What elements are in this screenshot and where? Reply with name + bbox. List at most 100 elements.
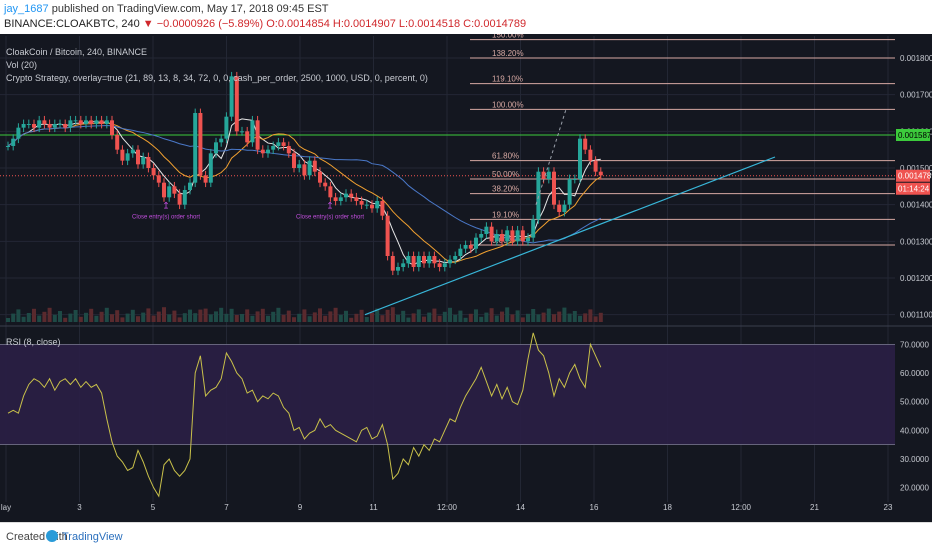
volume-bar xyxy=(99,311,104,322)
candle-body xyxy=(484,226,489,234)
candle-body xyxy=(37,120,42,128)
volume-bar xyxy=(42,311,47,322)
candle-body xyxy=(463,245,468,249)
candle-body xyxy=(281,142,286,146)
candle-body xyxy=(385,215,390,256)
volume-bar xyxy=(21,316,26,322)
candle-body xyxy=(468,245,473,249)
volume-bar xyxy=(266,315,270,322)
ohlc-values: O:0.0014854 H:0.0014907 L:0.0014518 C:0.… xyxy=(263,18,527,30)
close-marker-icon: ↥ xyxy=(162,200,170,210)
author-link[interactable]: jay_1687 xyxy=(4,3,49,15)
candle-body xyxy=(396,267,400,271)
candle-body xyxy=(338,197,343,201)
volume-bar xyxy=(489,308,494,322)
fib-level-label: 119.10% xyxy=(492,75,523,84)
price-tick-label: 0.0018000 xyxy=(900,54,932,63)
candle-body xyxy=(214,142,218,154)
volume-bar xyxy=(78,316,83,322)
volume-bar xyxy=(240,314,244,322)
candle-body xyxy=(198,113,203,176)
volume-bar xyxy=(401,310,406,322)
rsi-tick-label: 50.0000 xyxy=(900,398,929,407)
trend-line xyxy=(364,156,776,316)
volume-bar xyxy=(578,315,582,322)
volume-bar xyxy=(500,311,504,322)
volume-bar xyxy=(432,308,437,322)
time-tick-label: 12:00 xyxy=(437,503,458,512)
volume-bar xyxy=(437,315,442,322)
volume-bar xyxy=(84,312,88,322)
volume-bar xyxy=(286,310,291,322)
volume-bar xyxy=(338,314,343,322)
volume-bar xyxy=(115,310,120,322)
volume-bar xyxy=(484,312,489,322)
volume-bar xyxy=(26,313,31,322)
candle-body xyxy=(125,153,130,161)
candle-body xyxy=(416,256,421,267)
volume-bar xyxy=(406,317,411,322)
fib-level-label: 61.80% xyxy=(492,152,519,161)
candle-body xyxy=(292,153,296,168)
countdown-box xyxy=(896,182,930,195)
volume-bar xyxy=(411,313,416,322)
candle-body xyxy=(286,146,291,154)
candle-body xyxy=(302,164,307,176)
volume-bar xyxy=(110,314,114,322)
candle-body xyxy=(520,230,525,242)
candle-body xyxy=(182,190,187,205)
candle-body xyxy=(229,76,234,117)
candle-body xyxy=(58,124,62,125)
volume-bar xyxy=(47,307,52,322)
time-tick-label: 9 xyxy=(298,503,303,512)
candle-body xyxy=(167,186,172,198)
candle-body xyxy=(515,230,520,242)
volume-bar xyxy=(458,310,463,322)
candle-body xyxy=(21,124,26,128)
tradingview-brand[interactable]: TradingView xyxy=(62,531,123,543)
publish-header: jay_1687 published on TradingView.com, M… xyxy=(4,3,329,15)
candle-body xyxy=(99,120,104,124)
candle-body xyxy=(552,171,556,205)
candle-body xyxy=(297,164,302,168)
candle-body xyxy=(110,120,114,135)
current-price-label: 0.0014789 xyxy=(898,172,932,181)
volume-bar xyxy=(344,310,348,322)
volume-bar xyxy=(219,307,224,322)
volume-bar xyxy=(494,315,499,322)
candle-body xyxy=(370,204,374,209)
volume-bar xyxy=(146,308,151,322)
volume-bar xyxy=(448,307,452,322)
projection-line xyxy=(535,109,567,205)
candle-body xyxy=(546,171,551,179)
candle-body xyxy=(578,138,582,179)
legend-symbol: CloakCoin / Bitcoin, 240, BINANCE xyxy=(6,47,148,57)
volume-bar xyxy=(68,313,73,322)
candle-body xyxy=(141,157,146,165)
volume-bar xyxy=(515,310,520,322)
volume-bar xyxy=(6,318,10,322)
volume-bar xyxy=(271,311,276,322)
volume-bar xyxy=(396,314,400,322)
candle-body xyxy=(562,204,567,212)
volume-bar xyxy=(588,309,593,322)
candle-body xyxy=(89,120,94,124)
candle-body xyxy=(52,124,57,128)
volume-bar xyxy=(151,315,156,322)
volume-bar xyxy=(250,315,255,322)
tradingview-logo-icon xyxy=(46,530,58,542)
volume-bar xyxy=(593,316,598,322)
candle-body xyxy=(583,138,588,150)
volume-bar xyxy=(598,312,603,322)
volume-bar xyxy=(354,313,359,322)
time-tick-label: 14 xyxy=(516,503,525,512)
rsi-tick-label: 70.0000 xyxy=(900,340,929,349)
time-tick-label: 7 xyxy=(224,503,229,512)
rsi-tick-label: 20.0000 xyxy=(900,484,929,493)
candle-body xyxy=(120,149,125,161)
candle-body xyxy=(380,201,385,216)
